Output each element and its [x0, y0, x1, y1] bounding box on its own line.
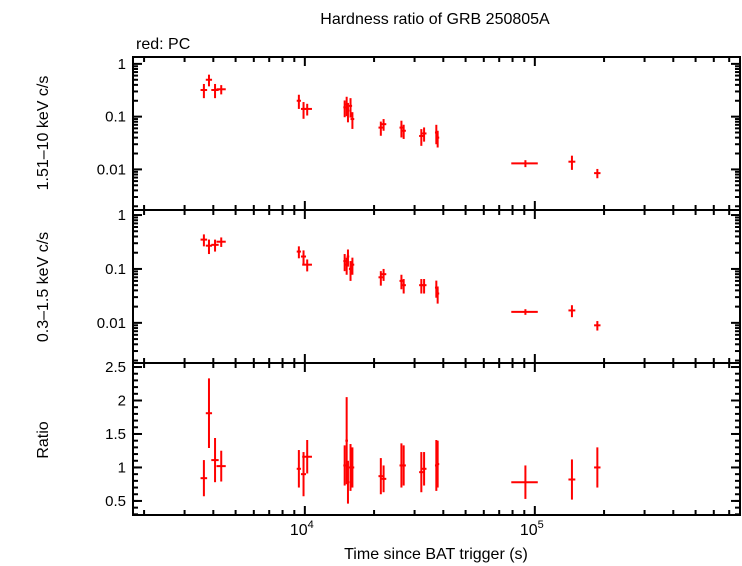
- y-tick-label: 1: [118, 56, 126, 73]
- y-axis-label-middle: 0.3–1.5 keV c/s: [35, 232, 52, 342]
- y-tick-label: 2: [118, 392, 126, 409]
- y-tick-label: 1: [118, 207, 126, 224]
- y-tick-label: 0.5: [105, 493, 126, 510]
- panel-frame-2: [132, 362, 741, 516]
- y-tick-label: 0.01: [97, 315, 126, 332]
- x-axis-label: Time since BAT trigger (s): [344, 546, 528, 563]
- y-tick-label: 0.1: [105, 261, 126, 278]
- y-tick-label: 0.01: [97, 161, 126, 178]
- chart-title: Hardness ratio of GRB 250805A: [320, 11, 550, 28]
- y-tick-label: 2.5: [105, 359, 126, 376]
- y-axis-label-ratio: Ratio: [35, 421, 52, 458]
- y-tick-label: 1.5: [105, 426, 126, 443]
- y-axis-label-top: 1.51–10 keV c/s: [35, 76, 52, 191]
- x-tick-label: 105: [520, 519, 544, 539]
- y-tick-label: 1: [118, 459, 126, 476]
- x-tick-label: 104: [290, 519, 314, 539]
- y-tick-label: 0.1: [105, 109, 126, 126]
- legend-annotation: red: PC: [136, 36, 190, 53]
